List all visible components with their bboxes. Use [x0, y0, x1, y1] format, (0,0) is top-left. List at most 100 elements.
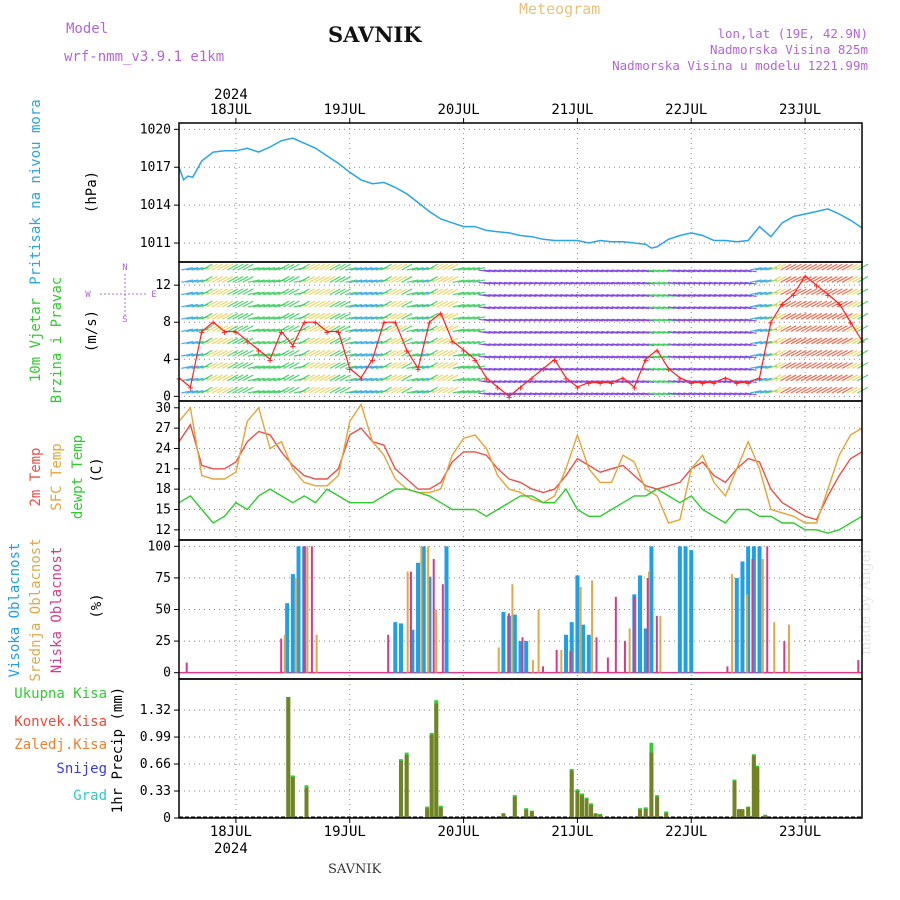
- wind-barb: [831, 288, 843, 296]
- wind-barb: [242, 325, 254, 333]
- wind-speed-marker: +: [620, 374, 626, 385]
- wind-barb: [365, 390, 378, 394]
- wind-barb: [181, 291, 194, 296]
- wind-barb: [642, 380, 655, 384]
- dewpt-line: [178, 487, 863, 534]
- wind-barb: [370, 390, 383, 394]
- wind-barb: [385, 349, 397, 357]
- wind-barb: [575, 269, 588, 273]
- wind-barb: [385, 312, 397, 320]
- wind-barb: [339, 263, 351, 271]
- wind-barb: [509, 269, 522, 273]
- wind-barb: [534, 343, 547, 347]
- wind-barb: [611, 367, 624, 371]
- wind-barb: [703, 330, 716, 334]
- wind-barb: [519, 269, 532, 273]
- wind-barb: [191, 365, 204, 369]
- wind-barb: [662, 380, 675, 384]
- wind-barb: [631, 269, 645, 273]
- wind-barb: [221, 386, 234, 394]
- wind-barb: [350, 365, 363, 369]
- wind-barb: [601, 367, 614, 371]
- wind-barb: [785, 325, 797, 333]
- wind-barb: [606, 355, 619, 359]
- precip-conv-bar: [598, 814, 603, 818]
- x-tick-label-bottom: 19JUL: [324, 824, 366, 840]
- wind-barb: [570, 318, 583, 322]
- wind-barb: [770, 288, 782, 296]
- wind-barb: [642, 269, 655, 273]
- wind-barb: [488, 269, 501, 273]
- wind-barb: [221, 288, 234, 296]
- y-tick-label: 18: [155, 482, 171, 497]
- wind-barb: [201, 288, 213, 296]
- wind-barb: [391, 288, 403, 296]
- wind-barb: [478, 269, 491, 273]
- wind-barb: [560, 392, 573, 396]
- wind-barb: [637, 343, 650, 347]
- wind-barb: [309, 325, 321, 333]
- wind-barb: [426, 386, 438, 394]
- wind-barb: [667, 281, 680, 285]
- wind-barb: [785, 263, 797, 271]
- wind-barb: [298, 362, 310, 369]
- wind-barb: [693, 343, 706, 347]
- wind-barb: [785, 349, 797, 357]
- wind-barb: [468, 390, 481, 394]
- wind-barb: [539, 294, 552, 297]
- wind-barb: [514, 392, 527, 396]
- wind-barb: [642, 392, 655, 396]
- precip-conv-bar: [763, 815, 768, 818]
- wind-barb: [257, 328, 270, 333]
- wind-barb: [473, 353, 486, 357]
- wind-barb: [278, 325, 290, 333]
- wind-barb: [719, 269, 732, 273]
- wind-barb: [329, 263, 341, 271]
- wind-barb: [360, 291, 373, 296]
- wind-barb: [268, 328, 281, 333]
- wind-barb: [821, 349, 833, 357]
- wind-barb: [816, 276, 828, 283]
- wind-barb: [488, 281, 501, 285]
- wind-barb: [590, 318, 604, 322]
- wind-barb: [580, 330, 593, 334]
- wind-barb: [560, 269, 573, 273]
- wind-barb: [693, 269, 706, 273]
- wind-barb: [852, 374, 864, 382]
- cloud-mid-bar: [773, 622, 776, 673]
- wind-barb: [186, 291, 199, 296]
- wind-barb: [263, 377, 276, 382]
- wind-speed-marker: +: [278, 328, 284, 339]
- wind-barb: [437, 386, 449, 394]
- wind-barb: [534, 281, 547, 285]
- y-tick-label: 100: [148, 539, 171, 554]
- wind-barb: [800, 374, 812, 382]
- wind-barb: [544, 269, 557, 273]
- wind-barb: [206, 337, 218, 345]
- wind-barb: [729, 392, 742, 396]
- cloud-low-bar: [555, 649, 558, 673]
- wind-barb: [524, 294, 537, 297]
- wind-barb: [611, 306, 624, 310]
- wind-barb: [365, 316, 378, 320]
- wind-barb: [324, 337, 336, 345]
- wind-barb: [232, 276, 244, 283]
- wind-barb: [201, 374, 213, 382]
- wind-barb: [621, 306, 634, 310]
- wind-barb: [631, 318, 645, 322]
- cloud-mid-bar: [283, 634, 286, 673]
- model-label: Model: [66, 21, 109, 37]
- wind-barb: [206, 386, 218, 394]
- wind-barb: [437, 300, 449, 308]
- wind-barb: [437, 288, 449, 296]
- wind-barb: [426, 325, 438, 333]
- wind-barb: [493, 355, 506, 359]
- wind-barb: [319, 312, 331, 320]
- wind-barb: [329, 349, 341, 357]
- wind-speed-marker: +: [426, 318, 432, 329]
- wind-barb: [457, 328, 470, 333]
- wind-barb: [431, 386, 444, 394]
- wind-barb: [232, 312, 244, 320]
- wind-barb: [560, 281, 573, 285]
- wind-barb: [790, 288, 802, 296]
